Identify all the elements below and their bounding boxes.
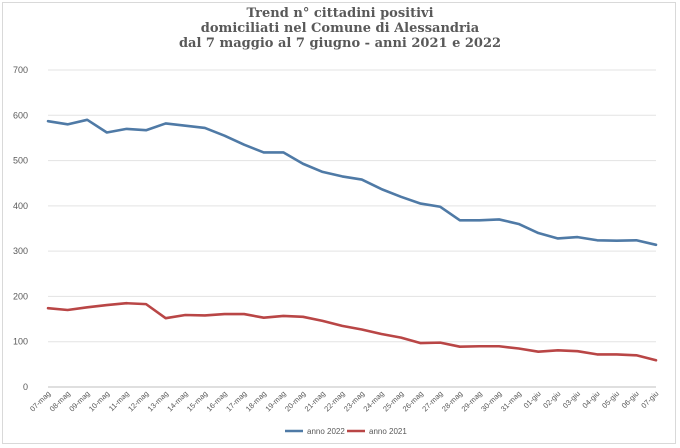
x-tick-label: 18-mag	[244, 389, 268, 413]
x-tick-label: 13-mag	[146, 389, 170, 413]
x-tick-label: 03-giu	[561, 389, 582, 410]
y-tick-label: 600	[13, 110, 28, 120]
x-tick-label: 27-mag	[420, 389, 444, 413]
x-tick-label: 29-mag	[460, 389, 484, 413]
y-tick-label: 500	[13, 156, 28, 166]
x-tick-label: 08-mag	[48, 389, 72, 413]
x-tick-label: 05-giu	[600, 389, 621, 410]
x-tick-label: 23-mag	[342, 389, 366, 413]
chart-frame	[2, 2, 676, 444]
chart-title: Trend n° cittadini positivi domiciliati …	[0, 6, 680, 51]
chart-title-line-3: dal 7 maggio al 7 giugno - anni 2021 e 2…	[178, 36, 502, 51]
x-tick-label: 25-mag	[381, 389, 405, 413]
legend-label: anno 2022	[307, 427, 345, 436]
x-tick-label: 24-mag	[361, 389, 385, 413]
x-tick-label: 01-giu	[522, 389, 543, 410]
x-tick-label: 26-mag	[401, 389, 425, 413]
x-tick-label: 17-mag	[224, 389, 248, 413]
x-tick-label: 07-mag	[28, 389, 52, 413]
plot-area	[46, 118, 658, 362]
x-tick-label: 07-giu	[639, 389, 660, 410]
x-tick-label: 22-mag	[322, 389, 346, 413]
x-axis: 07-mag08-mag09-mag10-mag11-mag12-mag13-m…	[28, 389, 660, 413]
x-tick-label: 20-mag	[283, 389, 307, 413]
x-tick-label: 21-mag	[303, 389, 327, 413]
x-tick-label: 14-mag	[165, 389, 189, 413]
x-tick-label: 28-mag	[440, 389, 464, 413]
legend: anno 2022 anno 2021	[285, 427, 407, 436]
y-tick-label: 200	[13, 291, 28, 301]
x-tick-label: 10-mag	[87, 389, 111, 413]
x-tick-label: 12-mag	[126, 389, 150, 413]
x-tick-label: 30-mag	[479, 389, 503, 413]
x-tick-label: 16-mag	[205, 389, 229, 413]
gridlines	[48, 69, 656, 388]
series-line-1	[46, 118, 658, 247]
y-axis: 0 100 200 300 400 500 600 700	[13, 65, 28, 392]
x-tick-label: 04-giu	[580, 389, 601, 410]
x-tick-label: 19-mag	[263, 389, 287, 413]
y-tick-label: 700	[13, 65, 28, 75]
chart-title-line-2: domiciliati nel Comune di Alessandria	[200, 21, 480, 36]
chart-title-line-1: Trend n° cittadini positivi	[246, 6, 434, 21]
x-tick-label: 31-mag	[499, 389, 523, 413]
y-tick-label: 100	[13, 337, 28, 347]
y-tick-label: 0	[23, 382, 28, 392]
x-tick-label: 06-giu	[620, 389, 641, 410]
y-tick-label: 300	[13, 246, 28, 256]
x-tick-label: 09-mag	[67, 389, 91, 413]
x-tick-label: 15-mag	[185, 389, 209, 413]
y-tick-label: 400	[13, 201, 28, 211]
series-line-2	[46, 301, 658, 362]
x-tick-label: 02-giu	[541, 389, 562, 410]
legend-label: anno 2021	[369, 427, 407, 436]
